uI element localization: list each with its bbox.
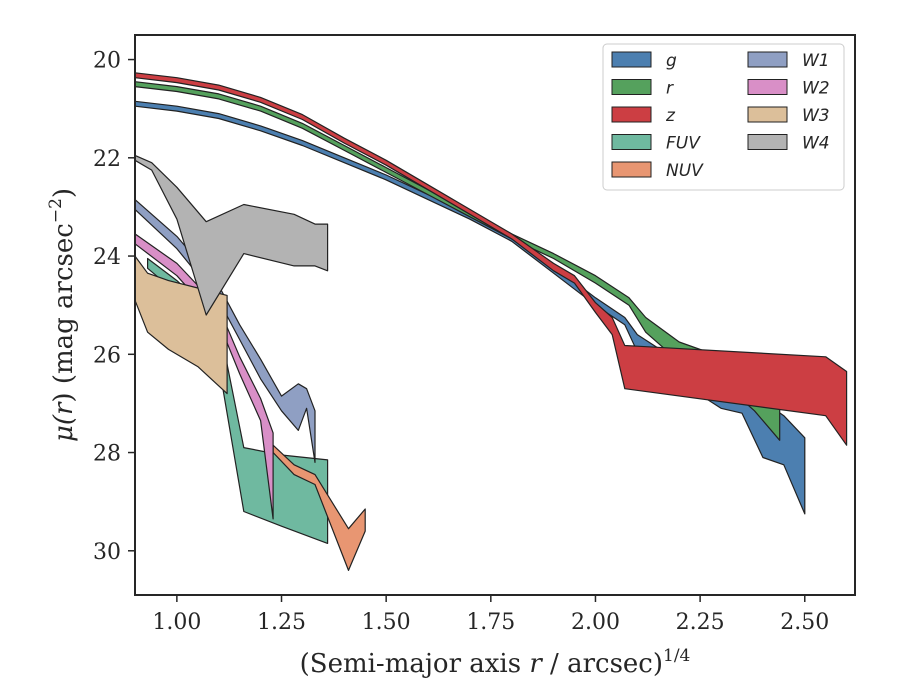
y-tick-label: 24 [93, 245, 121, 270]
legend-label-w2: W2 [802, 79, 830, 99]
legend-swatch-g [611, 51, 652, 68]
x-axis-label: (Semi-major axis r / arcsec)1/4 [300, 646, 691, 679]
y-axis: 20 22 24 26 28 30 [93, 49, 135, 565]
legend-items: grz FUV NUV W1 W2 W3 W4 [611, 51, 830, 181]
band-z [134, 72, 848, 446]
y-tick-label: 30 [93, 540, 121, 565]
legend-swatch-w4 [747, 134, 788, 150]
legend-label-fuv: FUV [666, 134, 701, 154]
legend-label-w4: W4 [802, 134, 830, 154]
y-axis-label: μ(r) (mag arcsec−2) [46, 188, 79, 442]
x-tick-label: 1.00 [152, 610, 201, 635]
band-g [134, 100, 806, 515]
y-tick-label: 26 [93, 343, 121, 368]
x-tick-label: 2.50 [780, 610, 829, 635]
x-tick-label: 1.25 [257, 610, 306, 635]
band-w4 [134, 154, 329, 316]
legend-label-r: r [666, 79, 674, 99]
legend-label-nuv: NUV [666, 161, 704, 181]
legend: grz FUV NUV W1 W2 W3 W4 [602, 43, 845, 191]
legend-swatch-z [611, 106, 652, 123]
legend-label-w1: W1 [802, 51, 830, 71]
legend-swatch-r [611, 79, 652, 95]
x-tick-label: 1.50 [362, 610, 411, 635]
legend-swatch-w3 [747, 106, 788, 123]
y-tick-label: 20 [93, 49, 121, 74]
y-tick-label: 22 [93, 147, 121, 172]
x-tick-label: 1.75 [466, 610, 515, 635]
legend-swatch-w1 [747, 51, 788, 68]
bands-layer [134, 72, 848, 572]
x-tick-label: 2.00 [571, 610, 620, 635]
y-tick-label: 28 [93, 442, 121, 467]
legend-swatch-w2 [747, 79, 788, 95]
legend-label-g: g [666, 51, 677, 71]
legend-label-z: z [665, 106, 676, 126]
legend-swatch-nuv [611, 161, 652, 178]
x-axis: 1.00 1.25 1.50 1.75 2.00 2.25 2.50 [152, 595, 829, 635]
band-r [134, 81, 781, 441]
x-tick-label: 2.25 [676, 610, 725, 635]
band-nuv [272, 444, 366, 572]
plot-frame [134, 34, 856, 596]
legend-swatch-fuv [611, 134, 652, 150]
legend-label-w3: W3 [802, 106, 830, 126]
